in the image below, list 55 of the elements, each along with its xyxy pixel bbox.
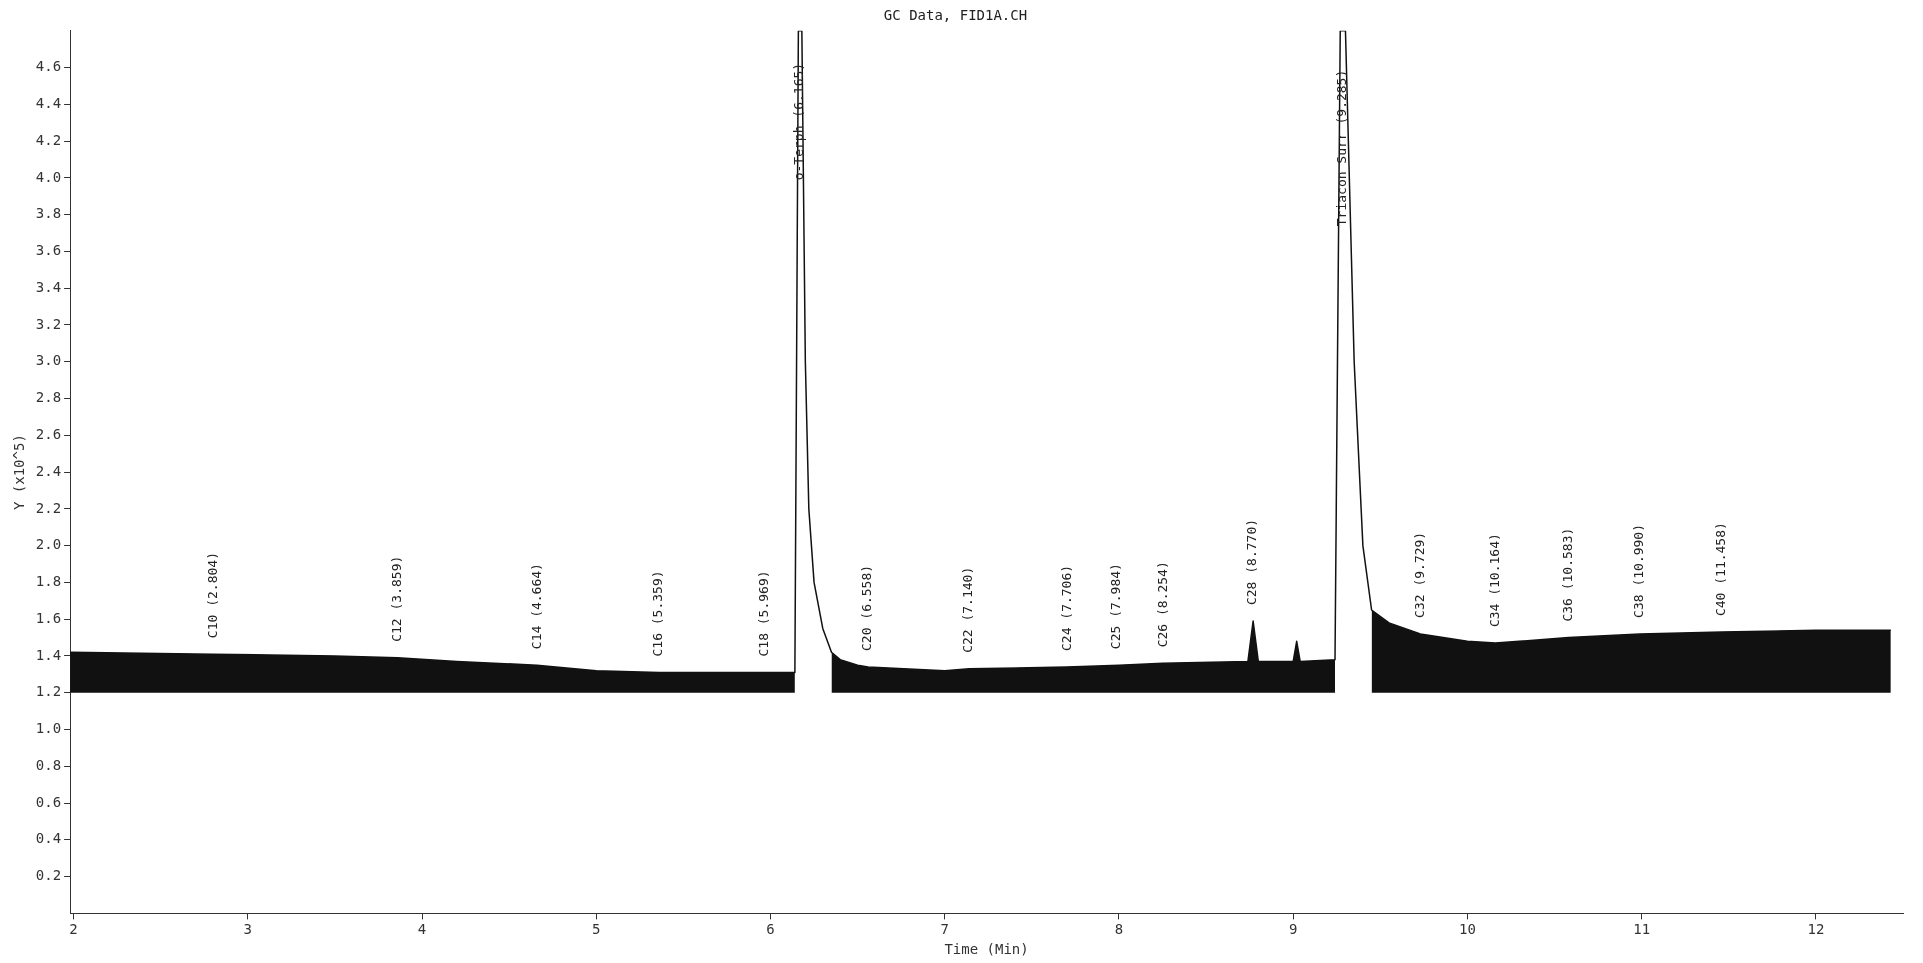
y-tick-label: 0.2 [35, 867, 62, 884]
x-tick-label: 6 [766, 921, 775, 938]
annotation: C38 (10.990) [1631, 523, 1647, 618]
x-tick-label: 7 [940, 921, 949, 938]
annotation: Triacon Surr (9.285) [1334, 69, 1350, 227]
y-tick-label: 1.6 [35, 609, 62, 626]
y-tick-label: 0.8 [35, 756, 62, 773]
annotation: C24 (7.706) [1059, 564, 1075, 652]
y-tick-label: 1.8 [35, 573, 62, 590]
y-tick-label: 1.2 [35, 683, 62, 700]
annotation: C22 (7.140) [960, 566, 976, 653]
annotation: C25 (7.984) [1107, 563, 1123, 650]
annotation: C40 (11.458) [1712, 522, 1728, 617]
annotation: C18 (5.969) [756, 570, 772, 657]
y-tick-label: 3.0 [35, 352, 62, 369]
y-tick-label: 1.0 [35, 720, 62, 737]
y-tick-label: 4.4 [35, 94, 62, 111]
x-tick-label: 8 [1114, 921, 1124, 938]
x-tick-label: 12 [1807, 921, 1825, 938]
annotation: C32 (9.729) [1411, 531, 1427, 618]
y-tick-label: 3.6 [35, 242, 62, 259]
annotation: C10 (2.804) [205, 552, 221, 639]
x-tick-label: 5 [592, 921, 601, 938]
annotation: o-Terph (6.165) [790, 62, 806, 181]
x-tick-label: 9 [1288, 921, 1298, 938]
y-tick-label: 4.2 [35, 131, 62, 148]
x-tick-label: 2 [69, 921, 78, 938]
x-tick-label: 4 [417, 921, 427, 938]
y-tick-label: 2.0 [35, 536, 62, 553]
annotation: C16 (5.359) [650, 570, 666, 657]
y-tick-label: 1.4 [35, 646, 62, 663]
y-tick-label: 0.4 [35, 830, 62, 847]
x-tick-label: 10 [1458, 921, 1476, 938]
x-tick-label: 3 [243, 921, 253, 938]
y-tick-label: 0.6 [35, 793, 62, 810]
y-tick-label: 2.2 [35, 499, 62, 516]
y-tick-label: 4.0 [35, 168, 62, 185]
y-axis-title: Y (x10^5) [11, 434, 28, 511]
annotation: C28 (8.770) [1244, 518, 1260, 606]
x-tick-label: 11 [1633, 921, 1651, 938]
annotation: C26 (8.254) [1154, 561, 1170, 648]
y-tick-label: 3.8 [35, 205, 62, 222]
x-axis-title: Time (Min) [944, 941, 1029, 958]
y-tick-label: 4.6 [35, 58, 62, 75]
y-tick-label: 3.4 [35, 278, 62, 295]
annotation: C20 (6.558) [859, 564, 875, 652]
y-tick-label: 2.8 [35, 389, 62, 406]
y-tick-label: 2.4 [35, 462, 62, 479]
annotation: C36 (10.583) [1560, 527, 1576, 622]
annotation: C14 (4.664) [529, 563, 545, 650]
y-tick-label: 2.6 [35, 425, 62, 442]
annotation: C12 (3.859) [388, 555, 404, 642]
y-tick-label: 3.2 [35, 315, 62, 332]
chart-title: GC Data, FID1A.CH [883, 7, 1028, 24]
annotation: C34 (10.164) [1487, 533, 1503, 628]
